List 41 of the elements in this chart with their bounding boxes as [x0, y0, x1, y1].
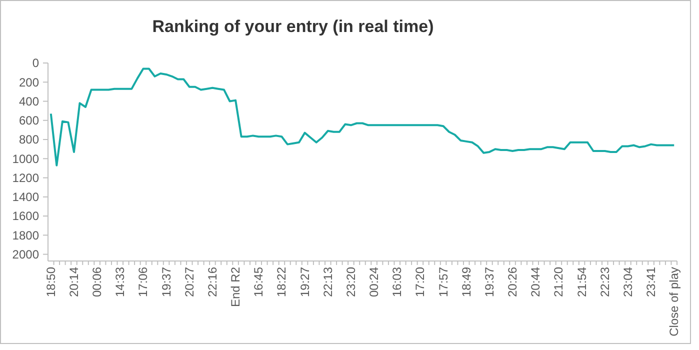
x-tick-label: 14:33 [113, 266, 128, 298]
x-tick-label: 23:20 [344, 266, 358, 298]
x-tick-label: 21:20 [552, 266, 566, 298]
y-tick-label: 1600 [12, 209, 40, 224]
x-tick-label: 20:26 [506, 266, 520, 298]
x-tick-label: Close of play [667, 267, 682, 336]
x-tick-label: 21:54 [574, 266, 589, 298]
x-tick-label: 18:22 [274, 266, 289, 298]
x-tick-label: 22:13 [320, 266, 335, 298]
x-tick-label: 17:20 [413, 266, 428, 298]
y-tick-label: 200 [18, 75, 40, 90]
y-tick-label: 800 [18, 132, 40, 147]
y-tick-label: 2000 [12, 248, 40, 262]
x-tick-label: 16:45 [252, 266, 266, 298]
y-tick-label: 1200 [12, 170, 40, 185]
y-tick-label: 1400 [12, 190, 40, 204]
x-tick-label: 19:27 [298, 266, 312, 298]
x-tick-label: 23:41 [644, 266, 658, 298]
x-tick-label: 20:44 [528, 266, 543, 298]
x-tick-label: 22:16 [205, 266, 220, 298]
x-tick-label: 19:37 [482, 266, 496, 298]
x-tick-label: 18:49 [459, 266, 474, 298]
y-tick-label: 400 [18, 94, 40, 108]
x-tick-label: 23:04 [620, 266, 635, 298]
x-tick-label: 18:50 [44, 266, 58, 298]
chart-title: Ranking of your entry (in real time) [152, 17, 434, 36]
y-tick-label: 600 [18, 114, 40, 128]
x-tick-label: 19:37 [159, 266, 174, 298]
x-tick-label: 22:23 [598, 266, 612, 298]
y-tick-label: 1800 [12, 228, 40, 242]
x-tick-label: 20:14 [66, 266, 81, 298]
x-tick-label: 00:06 [90, 266, 104, 298]
x-tick-label: 17:57 [436, 266, 450, 298]
x-tick-label: 00:24 [367, 266, 382, 298]
x-tick-label: 16:03 [390, 266, 404, 298]
x-tick-label: End R2 [228, 266, 243, 308]
y-tick-label: 0 [32, 56, 40, 70]
line-series [50, 68, 676, 166]
x-tick-label: 17:06 [136, 266, 150, 298]
x-tick-label: 20:27 [182, 266, 196, 298]
y-tick-label: 1000 [12, 152, 40, 166]
